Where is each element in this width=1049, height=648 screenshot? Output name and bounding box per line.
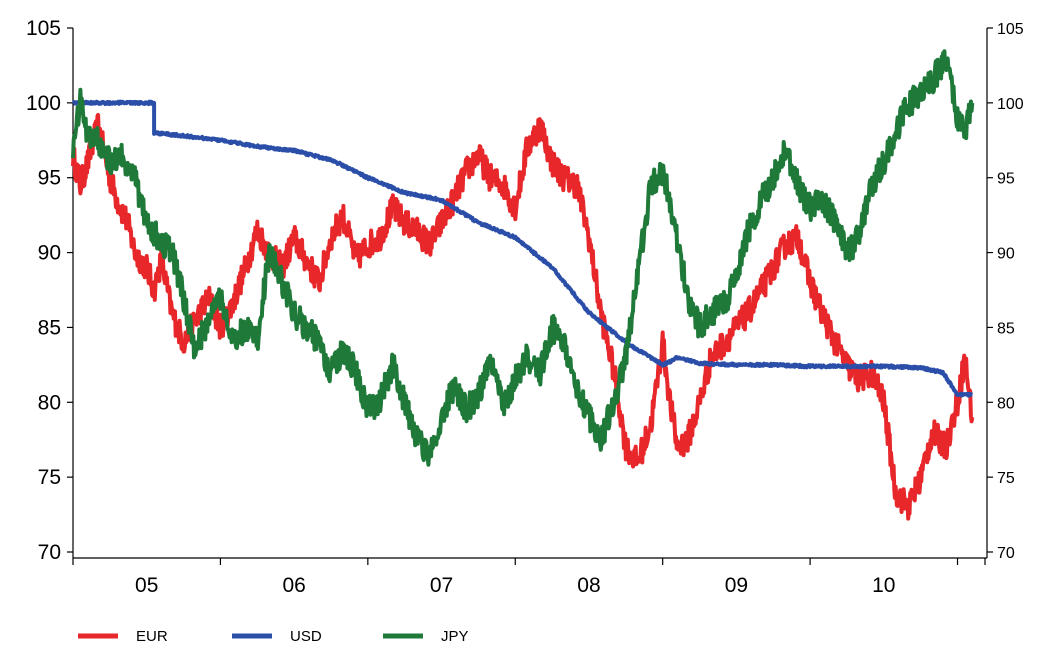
x-tick-label: 05 [135, 574, 158, 597]
legend-label-jpy: JPY [441, 628, 469, 645]
y-tick-label-right: 80 [997, 395, 1015, 412]
y-tick-label-right: 100 [997, 96, 1024, 113]
y-tick-label-left: 100 [26, 92, 61, 115]
y-tick-label-right: 85 [997, 320, 1015, 337]
y-tick-label-right: 95 [997, 171, 1015, 188]
y-tick-label-left: 70 [38, 541, 61, 564]
y-tick-label-left: 105 [26, 17, 61, 40]
y-tick-label-right: 70 [997, 545, 1015, 562]
y-tick-label-left: 95 [38, 167, 61, 190]
y-tick-label-left: 75 [38, 466, 61, 489]
y-tick-label-left: 85 [38, 316, 61, 339]
y-tick-label-left: 80 [38, 391, 61, 414]
legend-label-eur: EUR [136, 628, 168, 645]
y-tick-label-right: 75 [997, 470, 1015, 487]
legend-label-usd: USD [290, 628, 322, 645]
x-tick-label: 10 [872, 574, 895, 597]
x-tick-label: 09 [725, 574, 748, 597]
y-tick-label-right: 90 [997, 246, 1015, 263]
x-tick-label: 07 [430, 574, 453, 597]
series-line-usd [71, 99, 974, 398]
series-lines [71, 49, 975, 521]
x-tick-label: 06 [282, 574, 305, 597]
axes: 70 70 75 75 80 80 85 85 90 90 95 95 100 100 105 105 05 06… [26, 17, 1024, 597]
series-line-jpy [71, 49, 975, 467]
legend: EUR USD JPY [78, 628, 469, 645]
x-tick-label: 08 [577, 574, 600, 597]
y-tick-label-right: 105 [997, 21, 1024, 38]
y-tick-label-left: 90 [38, 242, 61, 265]
